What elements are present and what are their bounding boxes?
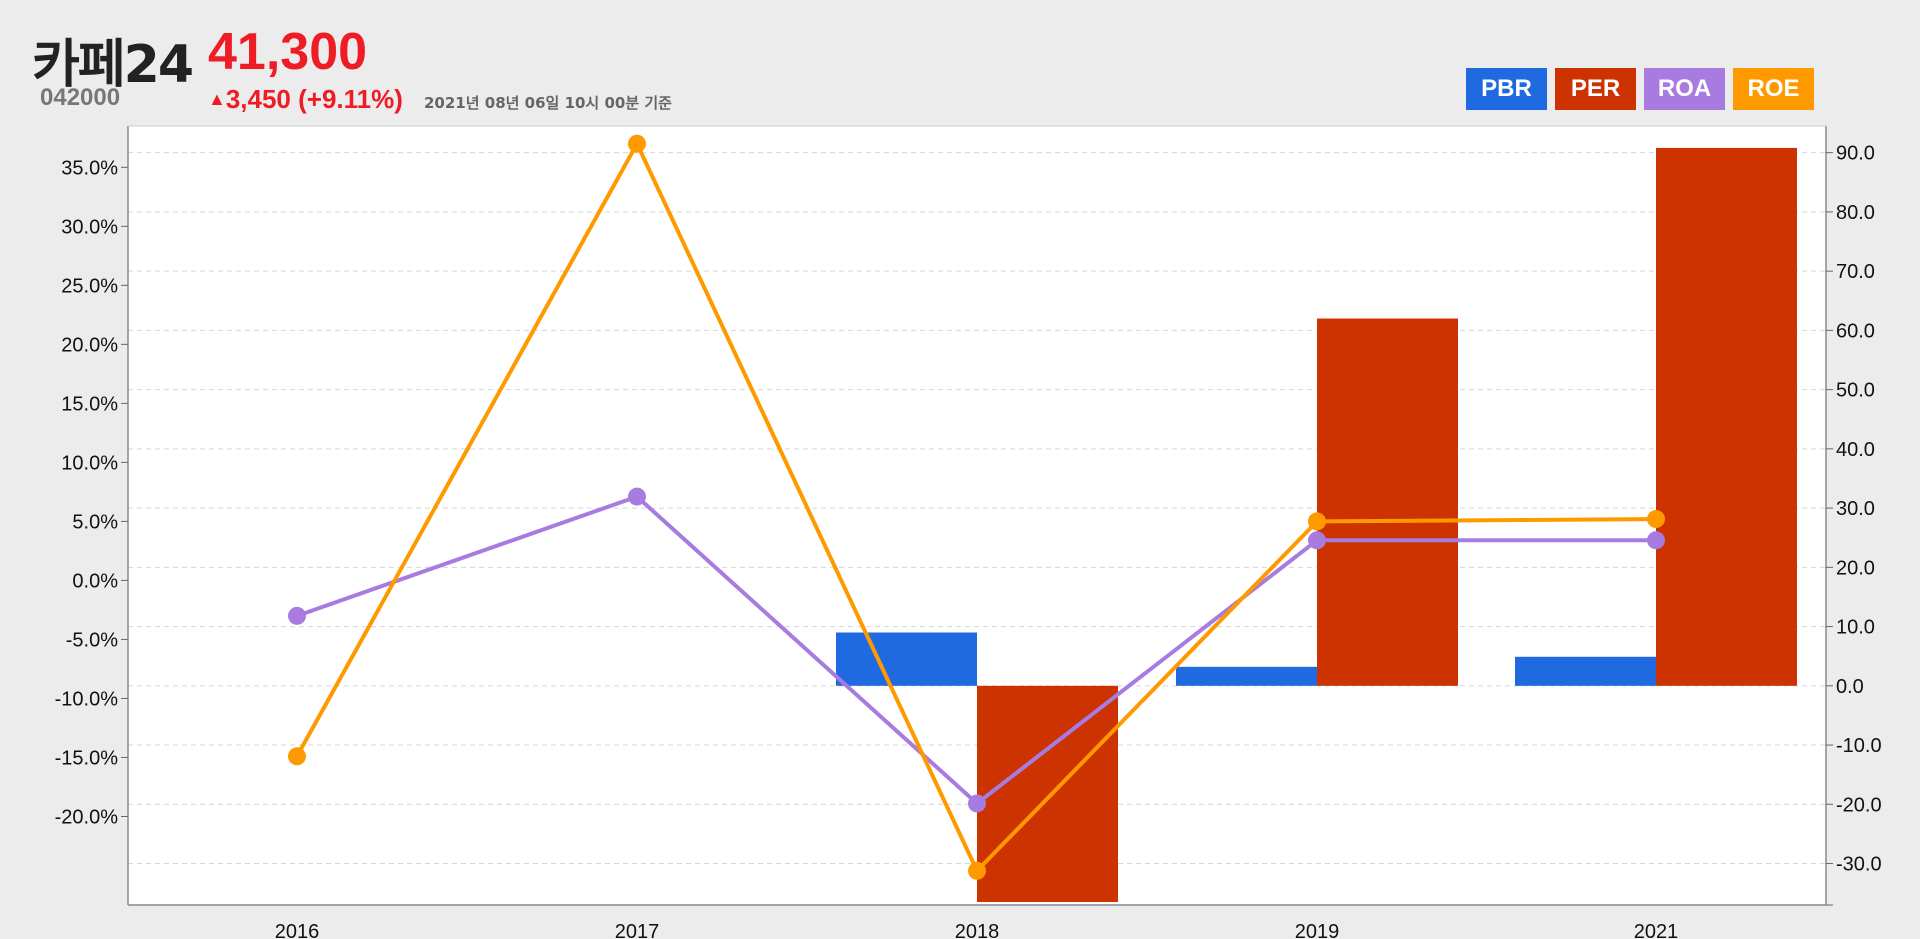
legend-per[interactable]: PER [1555,68,1636,110]
bar-per [977,685,1118,903]
chart-legend: PBR PER ROA ROE [1466,68,1814,110]
right-tick-label: 10.0 [1836,617,1875,639]
right-tick-label: 60.0 [1836,320,1875,342]
stock-price: 41,300 [208,23,368,81]
point-roe [1308,512,1326,531]
left-tick-label: 5.0% [72,511,118,533]
x-tick-label: 2019 [1295,921,1340,939]
point-roa [1647,531,1665,550]
point-roe [1647,510,1665,529]
stock-name: 카페24 [32,35,194,95]
right-tick-label: -30.0 [1836,854,1882,876]
point-roe [288,747,306,766]
bar-pbr [1515,656,1656,686]
x-tick-label: 2017 [615,921,660,939]
right-tick-label: 0.0 [1836,676,1864,698]
legend-roa[interactable]: ROA [1644,68,1725,110]
point-roe [968,861,986,880]
left-tick-label: -15.0% [55,747,119,769]
stock-code: 042000 [40,84,121,111]
right-tick-label: -20.0 [1836,794,1882,816]
bar-pbr [836,632,977,686]
bar-per [1317,318,1458,686]
right-tick-label: 80.0 [1836,202,1875,224]
x-tick-label: 2018 [955,921,1000,939]
right-tick-label: 30.0 [1836,498,1875,520]
legend-roe[interactable]: ROE [1733,68,1814,110]
left-tick-label: 30.0% [61,216,118,238]
left-tick-label: 20.0% [61,334,118,356]
left-tick-label: 25.0% [61,275,118,297]
bar-per [1656,147,1797,686]
left-tick-label: 10.0% [61,452,118,474]
point-roa [968,794,986,813]
left-tick-label: 35.0% [61,157,118,179]
x-tick-label: 2021 [1634,921,1679,939]
left-tick-label: 15.0% [61,393,118,415]
right-tick-label: 40.0 [1836,439,1875,461]
point-roa [288,606,306,625]
x-tick-label: 2016 [275,921,320,939]
timestamp: 2021년 08년 06일 10시 00분 기준 [424,94,672,112]
legend-pbr[interactable]: PBR [1466,68,1547,110]
bar-pbr [1176,666,1317,686]
price-change-value: 3,450 (+9.11%) [225,84,403,114]
point-roa [628,487,646,506]
left-tick-label: -10.0% [55,688,119,710]
price-change: ▲3,450 (+9.11%) [208,84,403,115]
right-tick-label: -10.0 [1836,735,1882,757]
point-roe [628,134,646,153]
right-tick-label: 50.0 [1836,380,1875,402]
right-tick-label: 20.0 [1836,557,1875,579]
right-tick-label: 90.0 [1836,143,1875,165]
left-tick-label: -20.0% [55,806,119,828]
left-tick-label: 0.0% [72,570,118,592]
point-roa [1308,531,1326,550]
left-tick-label: -5.0% [66,629,118,651]
right-tick-label: 70.0 [1836,261,1875,283]
up-arrow-icon: ▲ [208,89,226,109]
